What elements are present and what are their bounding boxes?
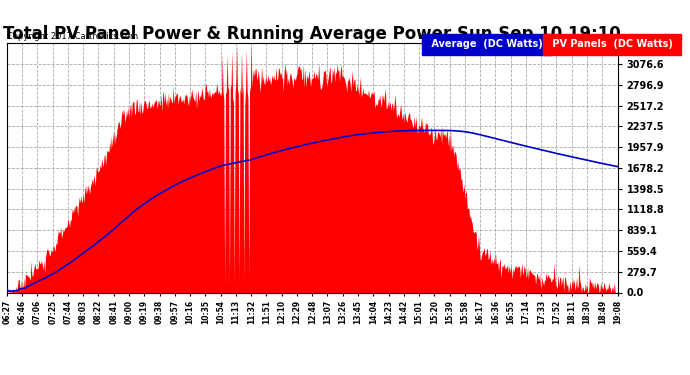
- Text: Average  (DC Watts): Average (DC Watts): [428, 39, 546, 50]
- Text: PV Panels  (DC Watts): PV Panels (DC Watts): [549, 39, 676, 50]
- Title: Total PV Panel Power & Running Average Power Sun Sep 10 19:10: Total PV Panel Power & Running Average P…: [3, 25, 621, 43]
- Text: Copyright 2017 Cartronics.com: Copyright 2017 Cartronics.com: [7, 32, 138, 40]
